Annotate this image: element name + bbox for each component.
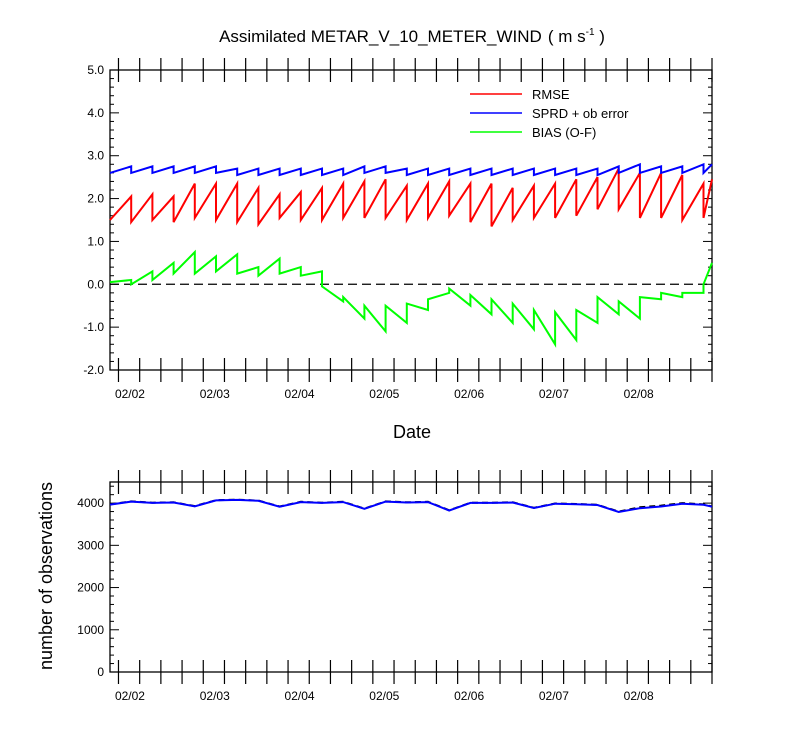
x-axis-title: Date — [393, 422, 431, 442]
legend-label: BIAS (O-F) — [532, 125, 596, 140]
y-tick-label: -2.0 — [83, 363, 104, 377]
x-tick-label: 02/05 — [369, 689, 399, 703]
legend-label: RMSE — [532, 87, 570, 102]
y-tick-label: 5.0 — [87, 63, 104, 77]
x-tick-label: 02/06 — [454, 387, 484, 401]
series-line-observations-assimilated — [109, 498, 713, 514]
chart-title-units-exp: -1 — [586, 27, 595, 38]
x-tick-label: 02/05 — [369, 387, 399, 401]
series-line-sprd-ob-error — [109, 162, 713, 177]
x-tick-label: 02/03 — [200, 689, 230, 703]
y-tick-label: 1.0 — [87, 234, 104, 248]
y-axis-title: number of observations — [36, 482, 56, 670]
y-tick-label: 2000 — [77, 581, 104, 595]
series-line-rmse — [109, 168, 713, 228]
y-tick-label: 1000 — [77, 623, 104, 637]
y-tick-label: -1.0 — [83, 320, 104, 334]
x-tick-label: 02/02 — [115, 689, 145, 703]
observation-count-panel: 0 1000 2000 3000 4000 02/02 02/03 02/04 02/05 02/… — [77, 470, 713, 703]
y-tick-label: 4.0 — [87, 106, 104, 120]
legend-label: SPRD + ob error — [532, 106, 629, 121]
y-tick-label: 0.0 — [87, 277, 104, 291]
chart-title-units-prefix: ( m s — [548, 27, 586, 46]
chart-title-units-suffix: ) — [595, 27, 605, 46]
y-tick-label: 3000 — [77, 538, 104, 552]
x-tick-label: 02/07 — [539, 387, 569, 401]
plot-frame — [109, 481, 713, 673]
x-tick-label: 02/08 — [624, 689, 654, 703]
y-tick-label: 3.0 — [87, 149, 104, 163]
y-tick-label: 2.0 — [87, 192, 104, 206]
x-tick-label: 02/07 — [539, 689, 569, 703]
series-line-bias-o-f — [109, 249, 713, 348]
y-tick-label: 0 — [97, 665, 104, 679]
x-tick-label: 02/04 — [285, 689, 315, 703]
error-stats-panel: -2.0 -1.0 0.0 1.0 2.0 3.0 4.0 5.0 02/02 02/03 02/0… — [83, 58, 713, 401]
chart-title: Assimilated METAR_V_10_METER_WIND ( m s-1… — [219, 27, 605, 46]
x-tick-label: 02/06 — [454, 689, 484, 703]
x-tick-label: 02/04 — [285, 387, 315, 401]
chart-title-main: Assimilated METAR_V_10_METER_WIND — [219, 27, 542, 46]
x-tick-label: 02/02 — [115, 387, 145, 401]
x-tick-label: 02/03 — [200, 387, 230, 401]
x-tick-label: 02/08 — [624, 387, 654, 401]
y-tick-label: 4000 — [77, 496, 104, 510]
